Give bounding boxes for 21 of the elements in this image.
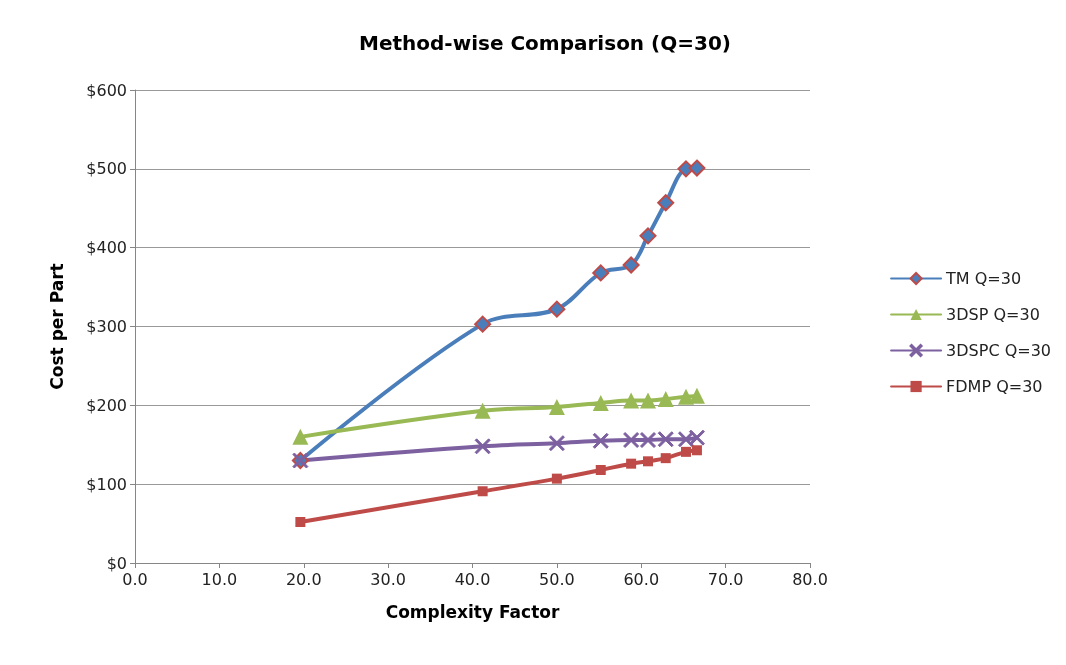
x-tick-label: 60.0 <box>623 569 660 589</box>
y-tick-label: $500 <box>86 159 127 179</box>
legend-label: 3DSP Q=30 <box>946 305 1040 324</box>
y-tick-label: $300 <box>86 317 127 336</box>
y-tick-label: $400 <box>86 238 127 258</box>
legend-label: 3DSPC Q=30 <box>946 341 1051 360</box>
legend-label: FDMP Q=30 <box>946 377 1043 396</box>
x-tick-label: 40.0 <box>454 569 491 589</box>
y-tick-label: $600 <box>86 80 127 100</box>
x-tick-label: 10.0 <box>201 569 238 589</box>
x-tick-label: 70.0 <box>707 569 744 589</box>
y-axis-title: Cost per Part <box>46 263 67 390</box>
y-tick-label: $200 <box>86 395 127 415</box>
chart-title: Method-wise Comparison (Q=30) <box>359 31 731 55</box>
x-tick-label: 80.0 <box>792 569 828 589</box>
legend-label: TM Q=30 <box>945 269 1022 288</box>
x-tick-label: 50.0 <box>539 569 575 589</box>
y-tick-label: $100 <box>86 474 127 494</box>
x-tick-label: 30.0 <box>370 569 406 589</box>
x-axis-title: Complexity Factor <box>385 601 560 622</box>
x-tick-label: 20.0 <box>285 569 322 589</box>
